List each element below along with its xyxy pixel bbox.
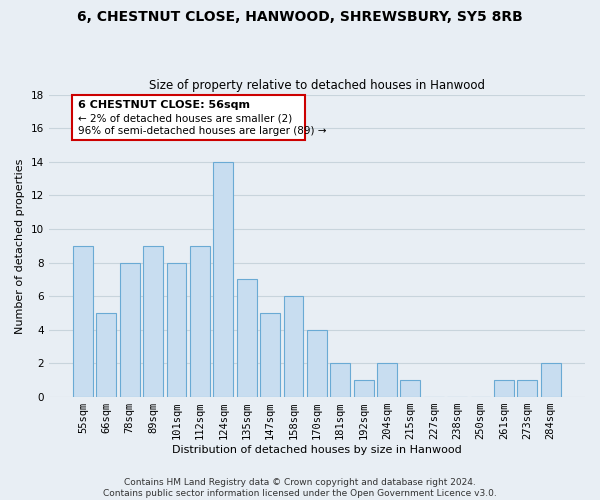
Text: ← 2% of detached houses are smaller (2): ← 2% of detached houses are smaller (2) [79, 113, 293, 123]
Bar [97, 313, 116, 397]
FancyBboxPatch shape [73, 94, 305, 140]
Bar [120, 262, 140, 397]
Bar [517, 380, 537, 397]
Text: 6 CHESTNUT CLOSE: 56sqm: 6 CHESTNUT CLOSE: 56sqm [79, 100, 250, 110]
Bar [260, 313, 280, 397]
Text: 96% of semi-detached houses are larger (89) →: 96% of semi-detached houses are larger (… [79, 126, 327, 136]
Bar [494, 380, 514, 397]
Bar [284, 296, 304, 397]
Bar [214, 162, 233, 397]
Bar [143, 246, 163, 397]
Bar [377, 364, 397, 397]
Bar [330, 364, 350, 397]
Y-axis label: Number of detached properties: Number of detached properties [15, 158, 25, 334]
Title: Size of property relative to detached houses in Hanwood: Size of property relative to detached ho… [149, 79, 485, 92]
Text: Contains HM Land Registry data © Crown copyright and database right 2024.
Contai: Contains HM Land Registry data © Crown c… [103, 478, 497, 498]
Bar [307, 330, 327, 397]
X-axis label: Distribution of detached houses by size in Hanwood: Distribution of detached houses by size … [172, 445, 462, 455]
Bar [167, 262, 187, 397]
Bar [541, 364, 560, 397]
Text: 6, CHESTNUT CLOSE, HANWOOD, SHREWSBURY, SY5 8RB: 6, CHESTNUT CLOSE, HANWOOD, SHREWSBURY, … [77, 10, 523, 24]
Bar [353, 380, 374, 397]
Bar [400, 380, 421, 397]
Bar [237, 280, 257, 397]
Bar [73, 246, 93, 397]
Bar [190, 246, 210, 397]
